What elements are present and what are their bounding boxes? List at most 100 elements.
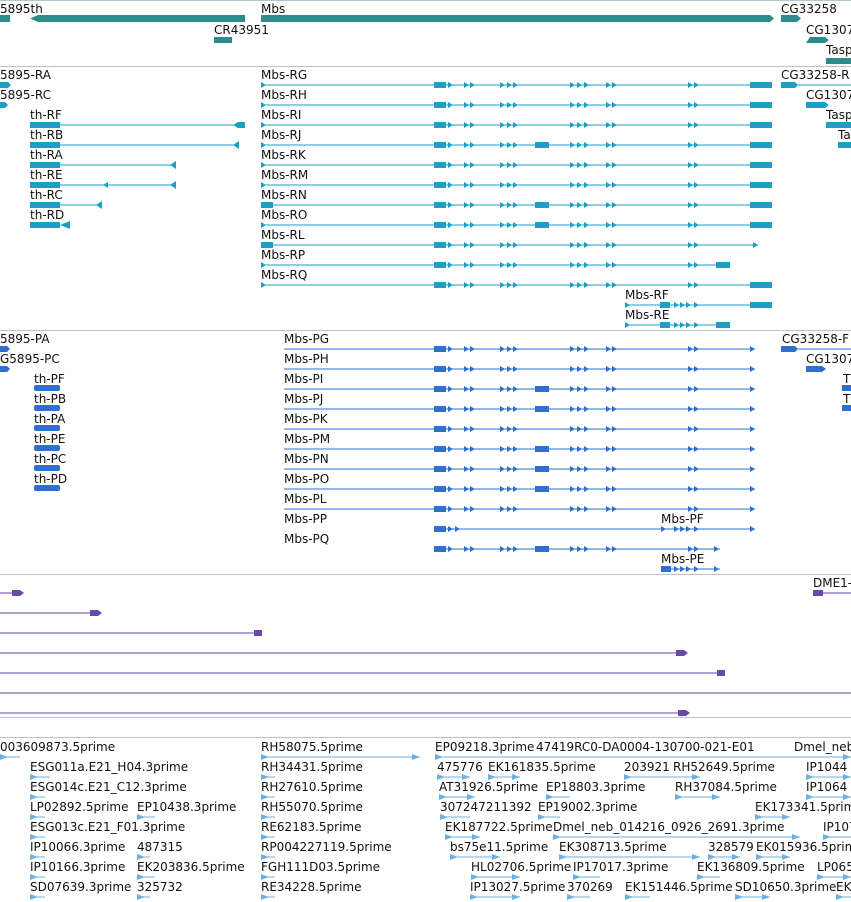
protein-mbs-exon[interactable] [448, 406, 453, 412]
protein-mbs-exon[interactable] [434, 406, 446, 412]
transcript-mbs-exon[interactable] [535, 222, 549, 228]
transcript-mbs-exon[interactable] [606, 282, 611, 288]
protein-mbs-pq-exon[interactable] [448, 546, 453, 552]
transcript-mbs-exon[interactable] [570, 182, 575, 188]
protein-mbs-exon[interactable] [584, 486, 589, 492]
est-alignment-glyph[interactable] [261, 774, 269, 780]
protein-mbs-exon[interactable] [470, 406, 475, 412]
transcript-mbs-exon[interactable] [694, 142, 699, 148]
transcript-mbs-exon[interactable] [688, 162, 693, 168]
transcript-mbs-exon[interactable] [577, 162, 582, 168]
transcript-mbs-exon[interactable] [448, 242, 453, 248]
transcript-mbs-exon[interactable] [694, 122, 699, 128]
transcript-mbs-exon[interactable] [448, 162, 453, 168]
protein-mbs-exon[interactable] [577, 346, 582, 352]
transcript-mbs-exon[interactable] [570, 282, 575, 288]
protein-mbs-exon[interactable] [612, 366, 617, 372]
est-alignment-glyph[interactable] [756, 854, 764, 860]
protein-mbs-exon[interactable] [688, 426, 693, 432]
transcript-mbs-exon[interactable] [261, 202, 273, 208]
protein-mbs-exon[interactable] [464, 346, 469, 352]
protein-th-pe-glyph[interactable] [34, 445, 60, 451]
transcript-mbs-exon[interactable] [570, 202, 575, 208]
protein-mbs-pe-exon[interactable] [661, 566, 671, 572]
protein-5895-pc-glyph[interactable] [0, 366, 10, 372]
est-alignment-glyph[interactable] [30, 854, 38, 860]
gene-mbs-glyph[interactable] [261, 15, 774, 22]
transcript-mbs-re-exon[interactable] [625, 322, 630, 328]
transcript-mbs-exon[interactable] [688, 182, 693, 188]
transcript-mbs-exon[interactable] [577, 222, 582, 228]
est-alignment-glyph[interactable] [137, 874, 145, 880]
protein-mbs-exon[interactable] [750, 406, 755, 412]
protein-mbs-exon[interactable] [441, 506, 446, 512]
protein-mbs-exon[interactable] [434, 486, 446, 492]
protein-mbs-exon[interactable] [470, 366, 475, 372]
transcript-mbs-exon[interactable] [434, 162, 446, 168]
protein-mbs-pp-exon[interactable] [661, 526, 666, 532]
transcript-mbs-exon[interactable] [500, 202, 505, 208]
protein-mbs-exon[interactable] [688, 466, 693, 472]
est-alignment-glyph[interactable] [30, 814, 38, 820]
protein-mbs-exon[interactable] [750, 386, 755, 392]
transcript-mbs-exon[interactable] [500, 162, 505, 168]
transcript-mbs-exon[interactable] [688, 122, 693, 128]
protein-mbs-exon[interactable] [464, 446, 469, 452]
transcript-mbs-exon[interactable] [612, 262, 617, 268]
protein-mbs-exon[interactable] [464, 406, 469, 412]
protein-mbs-exon[interactable] [606, 486, 611, 492]
protein-mbs-exon[interactable] [513, 466, 518, 472]
transcript-mbs-exon[interactable] [612, 102, 617, 108]
est-alignment-glyph[interactable] [567, 894, 575, 900]
protein-th-pd-glyph[interactable] [34, 485, 60, 491]
transcript-th-re-exon[interactable] [170, 181, 176, 189]
est-alignment-glyph[interactable] [472, 834, 480, 840]
transcript-mbs-exon[interactable] [464, 202, 469, 208]
transcript-th-ra-exon[interactable] [170, 161, 176, 169]
transcript-mbs-exon[interactable] [584, 162, 589, 168]
est-alignment-glyph[interactable] [261, 834, 269, 840]
transcript-mbs-exon[interactable] [434, 142, 446, 148]
transcript-th-rc-exon[interactable] [96, 201, 102, 209]
transcript-mbs-exon[interactable] [694, 222, 699, 228]
gene-cg1307-glyph[interactable] [806, 37, 829, 43]
transcript-mbs-exon[interactable] [688, 242, 693, 248]
protein-mbs-pe-exon[interactable] [714, 566, 719, 572]
transcript-mbs-exon[interactable] [584, 282, 589, 288]
transcript-mbs-exon[interactable] [750, 222, 772, 228]
transcript-mbs-rf-exon[interactable] [625, 302, 630, 308]
est-alignment-glyph[interactable] [467, 794, 475, 800]
transcript-mbs-exon[interactable] [694, 262, 699, 268]
est-alignment-glyph[interactable] [445, 834, 453, 840]
transcript-mbs-exon[interactable] [612, 282, 617, 288]
transcript-mbs-exon[interactable] [570, 222, 575, 228]
est-alignment-glyph[interactable] [553, 834, 561, 840]
protein-mbs-exon[interactable] [570, 506, 575, 512]
transcript-mbs-exon[interactable] [464, 102, 469, 108]
transcript-mbs-exon[interactable] [716, 262, 730, 268]
transcript-mbs-exon[interactable] [507, 162, 512, 168]
protein-mbs-pp-exon[interactable] [694, 526, 699, 532]
est-alignment-glyph[interactable] [0, 754, 8, 760]
transcript-mbs-exon[interactable] [694, 82, 699, 88]
transcript-mbs-exon[interactable] [606, 202, 611, 208]
protein-mbs-exon[interactable] [577, 426, 582, 432]
transcript-mbs-exon[interactable] [753, 242, 758, 248]
protein-mbs-exon[interactable] [507, 406, 512, 412]
protein-mbs-exon[interactable] [441, 366, 446, 372]
protein-mbs-exon[interactable] [750, 506, 755, 512]
est-alignment-glyph[interactable] [692, 774, 700, 780]
transcript-th-rf-exon[interactable] [233, 122, 245, 128]
protein-mbs-exon[interactable] [448, 506, 453, 512]
protein-mbs-exon[interactable] [470, 506, 475, 512]
transcript-mbs-exon[interactable] [500, 102, 505, 108]
transcript-mbs-exon[interactable] [535, 142, 549, 148]
protein-mbs-exon[interactable] [606, 506, 611, 512]
transcript-mbs-exon[interactable] [694, 242, 699, 248]
protein-mbs-exon[interactable] [434, 506, 446, 512]
transcript-mbs-exon[interactable] [584, 182, 589, 188]
transcript-mbs-exon[interactable] [577, 282, 582, 288]
protein-mbs-exon[interactable] [470, 346, 475, 352]
protein-mbs-pq-exon[interactable] [513, 546, 518, 552]
transcript-mbs-exon[interactable] [513, 142, 518, 148]
